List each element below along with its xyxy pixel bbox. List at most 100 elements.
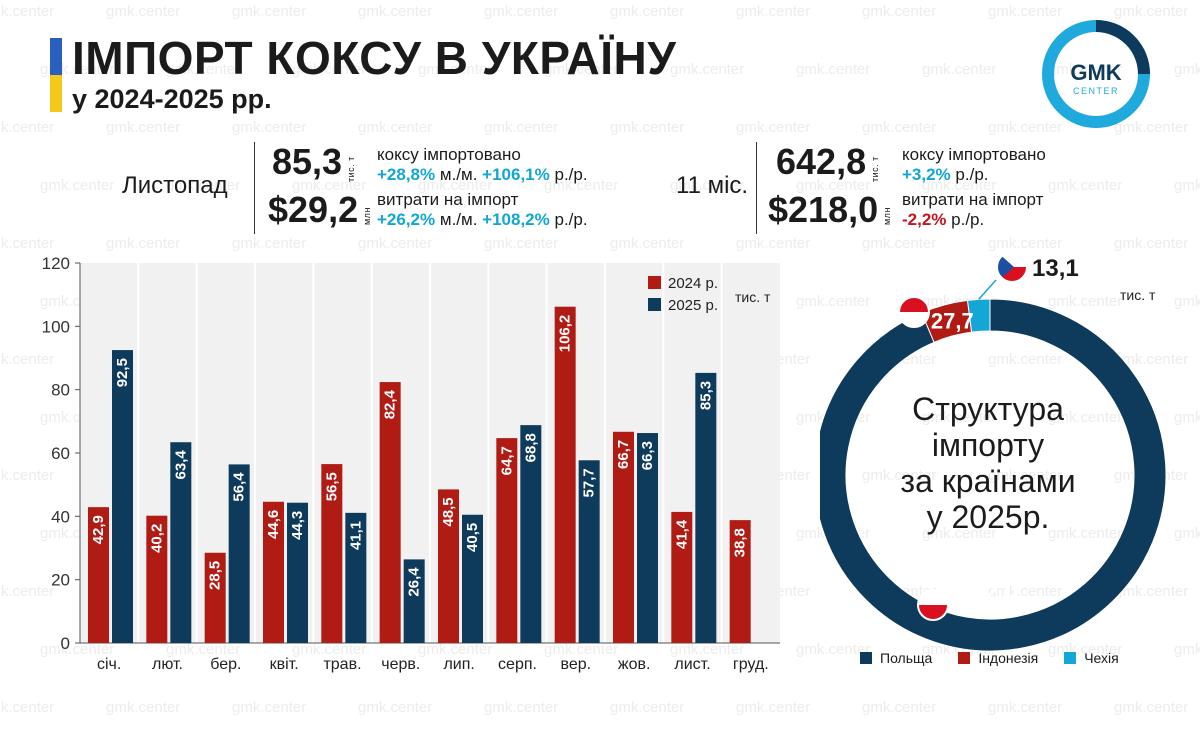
bar-value-label: 56,4 — [231, 472, 248, 502]
legend-item-czechia: Чехія — [1064, 650, 1119, 666]
watermark-text: gmk.center — [418, 641, 492, 658]
watermark-text: gmk.center — [988, 119, 1062, 136]
ukraine-flag-bar — [50, 38, 62, 112]
watermark-text: gmk.center — [736, 699, 810, 716]
bar-2025 — [345, 512, 367, 643]
y-tick-label: 0 — [61, 634, 70, 653]
watermark-text: gmk.center — [0, 351, 54, 368]
legend-swatch-2024 — [648, 276, 661, 289]
x-tick-label: лип. — [443, 656, 474, 673]
kpi-month-volume-mom: +28,8% — [377, 165, 436, 184]
watermark-text: gmk.center — [106, 699, 180, 716]
watermark-text: gmk.center — [862, 235, 936, 252]
kpi-month-cost-change: +26,2% м./м. +108,2% р./р. — [377, 210, 588, 229]
watermark-text: gmk.center — [232, 235, 306, 252]
watermark-text: gmk.center — [40, 641, 114, 658]
watermark-text: gmk.center — [106, 235, 180, 252]
watermark-text: gmk.center — [166, 177, 240, 194]
watermark-text: gmk.center — [0, 583, 54, 600]
kpi-month-cost-mom: +26,2% — [377, 210, 436, 229]
bar-value-label: 56,5 — [323, 472, 340, 501]
watermark-text: gmk.center — [1048, 525, 1122, 542]
legend-swatch-indonesia — [958, 652, 971, 664]
y-tick-label: 40 — [51, 507, 70, 526]
watermark-text: gmk.center — [670, 177, 744, 194]
watermark-text: gmk.center — [796, 61, 870, 78]
legend-label-czechia: Чехія — [1084, 650, 1119, 666]
watermark-text: gmk.center — [610, 119, 684, 136]
kpi-month-cost: $29,2 млн — [268, 190, 372, 230]
watermark-text: gmk.center — [358, 235, 432, 252]
kpi-period-label: 11 міс. — [676, 172, 749, 199]
watermark-text: gmk.center — [358, 119, 432, 136]
watermark-text: gmk.center — [862, 699, 936, 716]
watermark-text: gmk.center — [796, 177, 870, 194]
x-tick-label: бер. — [210, 656, 241, 673]
bar-2024 — [204, 552, 226, 643]
bar-value-label: 66,7 — [615, 440, 632, 469]
x-tick-label: квіт. — [270, 656, 299, 673]
donut-title-line: у 2025р. — [927, 499, 1050, 535]
watermark-text: gmk.center — [988, 467, 1062, 484]
bar-value-label: 44,3 — [289, 511, 306, 540]
y-tick-label: 20 — [51, 571, 70, 590]
poland-flag-icon — [917, 589, 949, 621]
kpi-month-volume-value: 85,3 — [272, 141, 343, 182]
watermark-text: gmk.center — [1174, 409, 1200, 426]
bar-value-label: 41,1 — [347, 521, 364, 550]
watermark-text: gmk.center — [862, 119, 936, 136]
chart-unit-label: тис. т — [735, 289, 771, 305]
bar-value-label: 41,4 — [673, 519, 690, 549]
watermark-text: gmk.center — [1174, 525, 1200, 542]
bar-2024 — [379, 382, 401, 643]
kpi-period-cost-desc: витрати на імпорт — [902, 190, 1044, 209]
watermark-text: gmk.center — [1048, 293, 1122, 310]
bar-2024 — [321, 464, 343, 643]
watermark-text: gmk.center — [1114, 699, 1188, 716]
bar-value-label: 48,5 — [440, 497, 457, 526]
watermark-text: gmk.center — [418, 177, 492, 194]
bar-value-label: 44,6 — [265, 510, 282, 539]
x-tick-label: груд. — [733, 656, 769, 673]
czechia-leader-line — [978, 279, 997, 300]
kpi-period-volume: 642,8 тис. т — [776, 142, 880, 183]
bar-value-label: 40,5 — [464, 523, 481, 552]
x-tick-label: лют. — [152, 656, 183, 673]
legend-label-2025: 2025 р. — [668, 297, 718, 314]
watermark-text: gmk.center — [988, 351, 1062, 368]
watermark-text: gmk.center — [988, 235, 1062, 252]
watermark-text: gmk.center — [610, 235, 684, 252]
kpi-month-cost-unit: млн — [362, 207, 373, 225]
watermark-text: gmk.center — [358, 699, 432, 716]
watermark-text: gmk.center — [292, 177, 366, 194]
watermark-text: gmk.center — [796, 641, 870, 658]
bar-value-label: 66,3 — [639, 441, 656, 470]
x-tick-label: січ. — [97, 656, 121, 673]
bar-value-label: 57,7 — [581, 468, 598, 497]
donut-legend: Польща Індонезія Чехія — [860, 650, 1119, 666]
donut-title-line: імпорту — [932, 427, 1044, 463]
watermark-text: gmk.center — [292, 61, 366, 78]
bar-value-label: 82,4 — [382, 389, 399, 419]
indonesia-flag-icon — [898, 296, 930, 328]
bar-value-label: 63,4 — [172, 450, 189, 480]
watermark-text: gmk.center — [0, 235, 54, 252]
bar-value-label: 28,5 — [207, 561, 224, 590]
bar-value-label: 40,2 — [148, 524, 165, 553]
kpi-period-cost-value: $218,0 — [768, 189, 879, 230]
legend-label-2024: 2024 р. — [668, 275, 718, 292]
kpi-period-volume-change: +3,2% р./р. — [902, 165, 989, 184]
kpi-period-cost: $218,0 млн — [768, 190, 892, 230]
watermark-text: gmk.center — [232, 699, 306, 716]
watermark-text: gmk.center — [418, 61, 492, 78]
watermark-text: gmk.center — [232, 119, 306, 136]
y-tick-label: 100 — [42, 317, 70, 336]
watermark-text: gmk.center — [922, 409, 996, 426]
watermark-text: gmk.center — [106, 3, 180, 20]
bar-2024 — [729, 520, 751, 643]
watermark-text: gmk.center — [922, 177, 996, 194]
legend-item-indonesia: Індонезія — [958, 650, 1038, 666]
watermark-text: gmk.center — [484, 699, 558, 716]
watermark-text: gmk.center — [40, 177, 114, 194]
